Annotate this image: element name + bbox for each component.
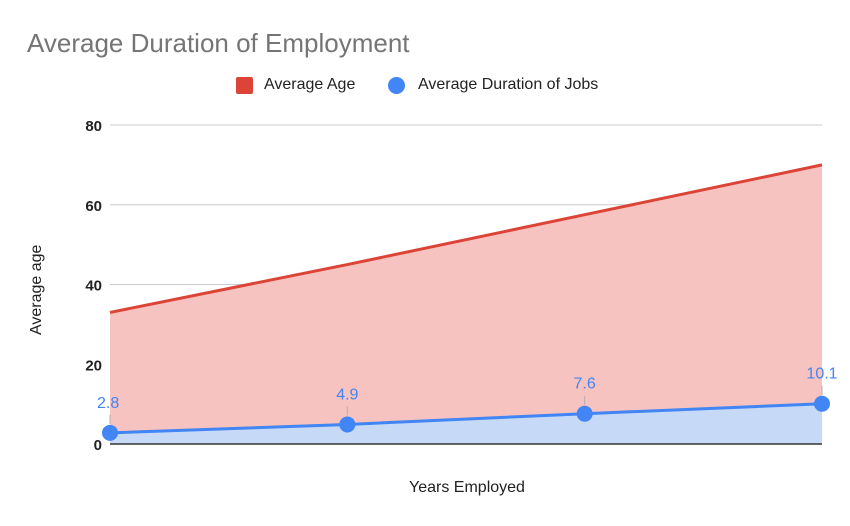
x-axis-title: Years Employed <box>409 479 525 496</box>
legend-item-average-age[interactable]: Average Age <box>236 76 355 94</box>
y-tick-label-60: 60 <box>85 198 102 215</box>
legend-swatch-average-age <box>236 76 253 94</box>
series-line-average-duration-of-jobs[interactable] <box>109 402 823 435</box>
legend-swatch-average-duration-of-jobs <box>388 76 405 94</box>
area-fill-average-age <box>110 164 822 444</box>
data-point-average-duration-of-jobs-4[interactable] <box>814 395 830 412</box>
legend-label-average-age: Average Age <box>264 76 356 93</box>
legend-item-average-duration-of-jobs[interactable]: Average Duration of Jobs <box>388 76 598 94</box>
chart-title: Average Duration of Employment <box>27 28 410 58</box>
y-tick-label-0: 0 <box>94 437 102 454</box>
y-tick-label-20: 20 <box>85 357 102 374</box>
data-point-average-duration-of-jobs-1[interactable] <box>102 424 118 441</box>
y-axis-title: Average age <box>28 244 45 335</box>
data-label-average-duration-of-jobs-2: 4.9 <box>336 386 358 403</box>
data-label-average-duration-of-jobs-3: 7.6 <box>574 376 596 393</box>
data-label-average-duration-of-jobs-4: 10.1 <box>806 366 837 383</box>
y-tick-label-40: 40 <box>85 278 102 295</box>
data-point-average-duration-of-jobs-3[interactable] <box>576 405 593 422</box>
data-point-average-duration-of-jobs-2[interactable] <box>339 416 356 433</box>
legend-label-average-duration-of-jobs: Average Duration of Jobs <box>418 76 599 93</box>
y-tick-label-80: 80 <box>85 118 102 135</box>
series-line-average-age[interactable] <box>109 163 823 314</box>
data-label-average-duration-of-jobs-1: 2.8 <box>97 395 119 412</box>
area-fill-average-duration-of-jobs <box>110 403 822 444</box>
legend: Average Age Average Duration of Jobs <box>0 76 850 100</box>
